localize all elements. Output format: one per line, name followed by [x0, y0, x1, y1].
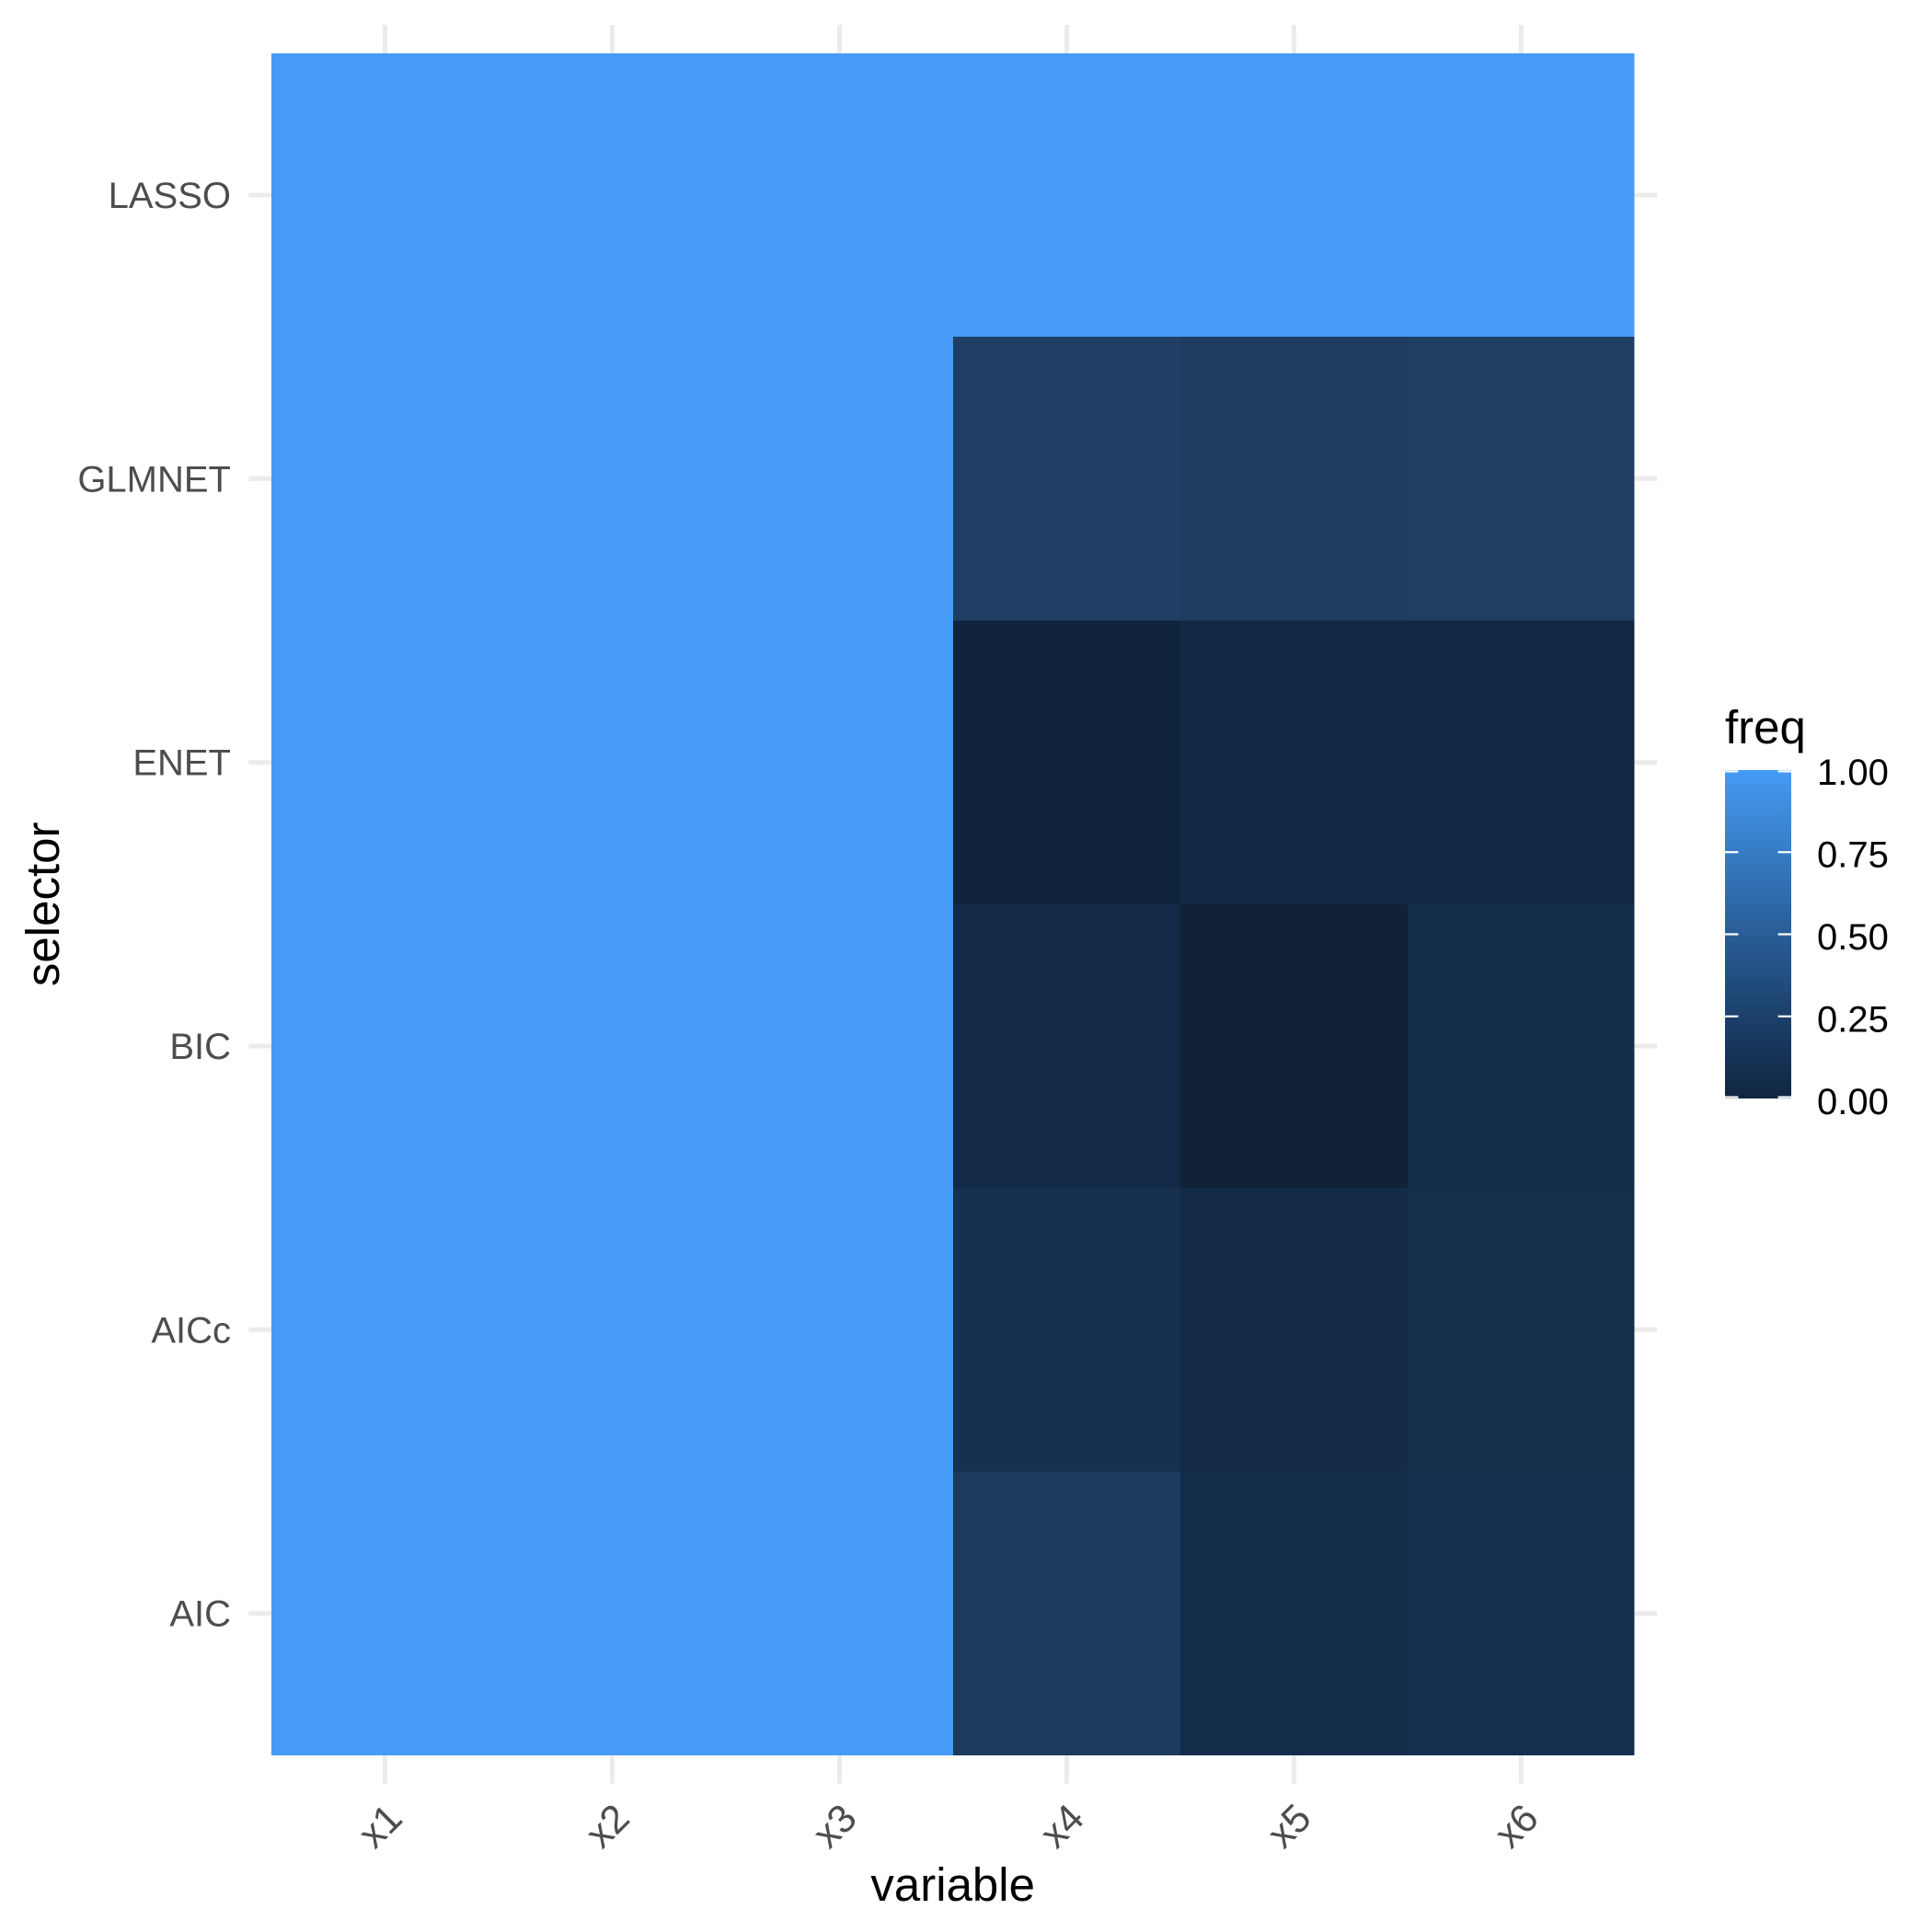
- svg-text:0.00: 0.00: [1817, 1082, 1889, 1122]
- svg-text:GLMNET: GLMNET: [77, 459, 231, 500]
- svg-text:ENET: ENET: [132, 743, 231, 784]
- svg-text:BIC: BIC: [169, 1027, 231, 1067]
- svg-text:AICc: AICc: [151, 1310, 231, 1351]
- svg-text:0.50: 0.50: [1817, 917, 1889, 958]
- svg-text:0.25: 0.25: [1817, 1000, 1889, 1041]
- svg-text:LASSO: LASSO: [109, 176, 231, 216]
- svg-text:AIC: AIC: [169, 1594, 231, 1635]
- svg-text:1.00: 1.00: [1817, 753, 1889, 793]
- svg-text:freq: freq: [1725, 701, 1806, 753]
- svg-text:selector: selector: [17, 822, 69, 986]
- svg-text:0.75: 0.75: [1817, 835, 1889, 876]
- svg-text:variable: variable: [870, 1858, 1035, 1911]
